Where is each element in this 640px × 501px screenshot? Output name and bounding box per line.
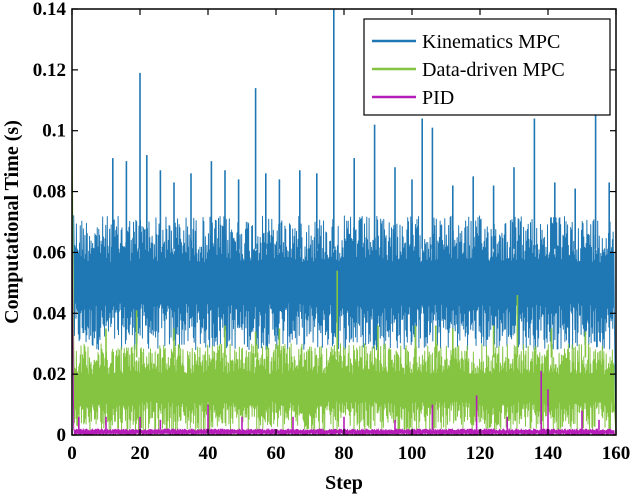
x-axis-title: Step — [325, 472, 363, 494]
legend-box — [363, 18, 611, 116]
y-tick-label: 0.12 — [33, 60, 66, 81]
x-tick-label: 100 — [398, 443, 427, 464]
x-tick-label: 140 — [534, 443, 563, 464]
y-tick-label: 0.08 — [33, 182, 66, 203]
legend: Kinematics MPC Data-driven MPC PID — [363, 18, 611, 116]
x-tick-label: 120 — [466, 443, 495, 464]
y-tick-label: 0.04 — [33, 303, 67, 324]
series-data-driven-mpc — [71, 124, 617, 436]
legend-label-pid: PID — [422, 87, 454, 109]
x-tick-label: 40 — [199, 443, 218, 464]
y-axis-title: Computational Time (s) — [1, 120, 23, 324]
y-tick-label: 0.1 — [42, 121, 66, 142]
series-line-band — [71, 215, 617, 436]
x-tick-label: 0 — [67, 443, 77, 464]
x-tick-label: 20 — [131, 443, 150, 464]
x-tick-label: 60 — [267, 443, 286, 464]
y-tick-label: 0 — [57, 425, 67, 446]
x-tick-label: 80 — [335, 443, 354, 464]
series-kinematics-mpc — [71, 9, 617, 436]
series-line-band — [71, 124, 617, 436]
y-tick-label: 0.02 — [33, 364, 66, 385]
legend-label-kinematics-mpc: Kinematics MPC — [422, 31, 560, 53]
x-tick-label: 160 — [602, 443, 631, 464]
legend-label-data-driven-mpc: Data-driven MPC — [422, 59, 565, 81]
y-tick-label: 0.14 — [33, 0, 67, 20]
series-layer — [71, 9, 617, 436]
plot-frame — [71, 8, 617, 436]
y-tick-label: 0.06 — [33, 242, 66, 263]
tick-layer: 0 20 40 60 80 100 120 140 160 0 0.02 0.04 0.06 0.08 0.… — [33, 0, 631, 464]
